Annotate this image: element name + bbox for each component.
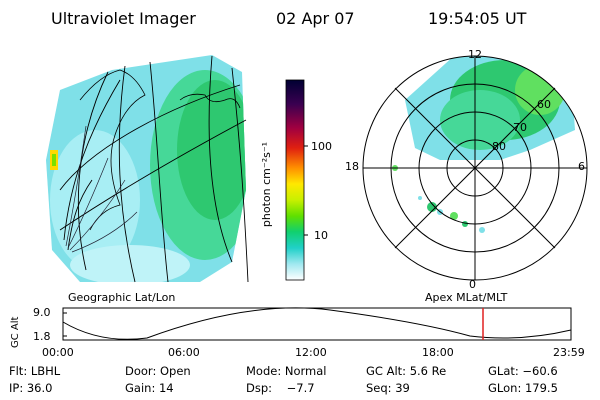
status-filter: Flt: LBHL bbox=[9, 364, 61, 378]
mlt-label-12: 12 bbox=[468, 48, 482, 61]
polar-aurora-image bbox=[405, 56, 575, 160]
xtick-0600: 06:00 bbox=[168, 346, 200, 359]
mlt-label-0: 0 bbox=[469, 278, 476, 291]
status-glat: GLat: −60.6 bbox=[488, 364, 558, 378]
status-seq: Seq: 39 bbox=[366, 381, 410, 395]
status-door: Door: Open bbox=[125, 364, 191, 378]
altitude-ytick-1-8: 1.8 bbox=[33, 330, 51, 343]
geo-map-caption: Geographic Lat/Lon bbox=[68, 291, 176, 304]
lat-label-80: 80 bbox=[492, 140, 506, 153]
mlt-label-6: 6 bbox=[578, 160, 585, 173]
time-label: 19:54:05 UT bbox=[428, 9, 527, 28]
status-gain: Gain: 14 bbox=[125, 381, 174, 395]
polar-plot-caption: Apex MLat/MLT bbox=[425, 291, 508, 304]
status-ip: IP: 36.0 bbox=[9, 381, 53, 395]
status-gc-alt: GC Alt: 5.6 Re bbox=[366, 364, 447, 378]
altitude-curve bbox=[62, 307, 572, 340]
status-glon: GLon: 179.5 bbox=[488, 381, 558, 395]
geo-graticule bbox=[59, 55, 249, 283]
altitude-ylabel: GC Alt bbox=[10, 316, 21, 348]
xtick-1800: 18:00 bbox=[422, 346, 454, 359]
polar-grid bbox=[362, 55, 588, 281]
status-mode: Mode: Normal bbox=[246, 364, 327, 378]
altitude-ytick-9: 9.0 bbox=[33, 306, 51, 319]
lat-label-70: 70 bbox=[513, 121, 527, 134]
altitude-plot-frame bbox=[62, 307, 572, 341]
colorbar-tick-10: 10 bbox=[314, 229, 328, 242]
colorbar-scale bbox=[285, 79, 305, 281]
date-label: 02 Apr 07 bbox=[276, 9, 355, 28]
colorbar-tick-100: 100 bbox=[311, 140, 332, 153]
mlt-label-18: 18 bbox=[345, 160, 359, 173]
coastline bbox=[79, 69, 146, 231]
instrument-title: Ultraviolet Imager bbox=[51, 9, 196, 28]
status-dsp: Dsp: −7.7 bbox=[246, 381, 315, 395]
xtick-2359: 23:59 bbox=[553, 346, 585, 359]
lat-label-60: 60 bbox=[537, 98, 551, 111]
xtick-0000: 00:00 bbox=[42, 346, 74, 359]
xtick-1200: 12:00 bbox=[295, 346, 327, 359]
